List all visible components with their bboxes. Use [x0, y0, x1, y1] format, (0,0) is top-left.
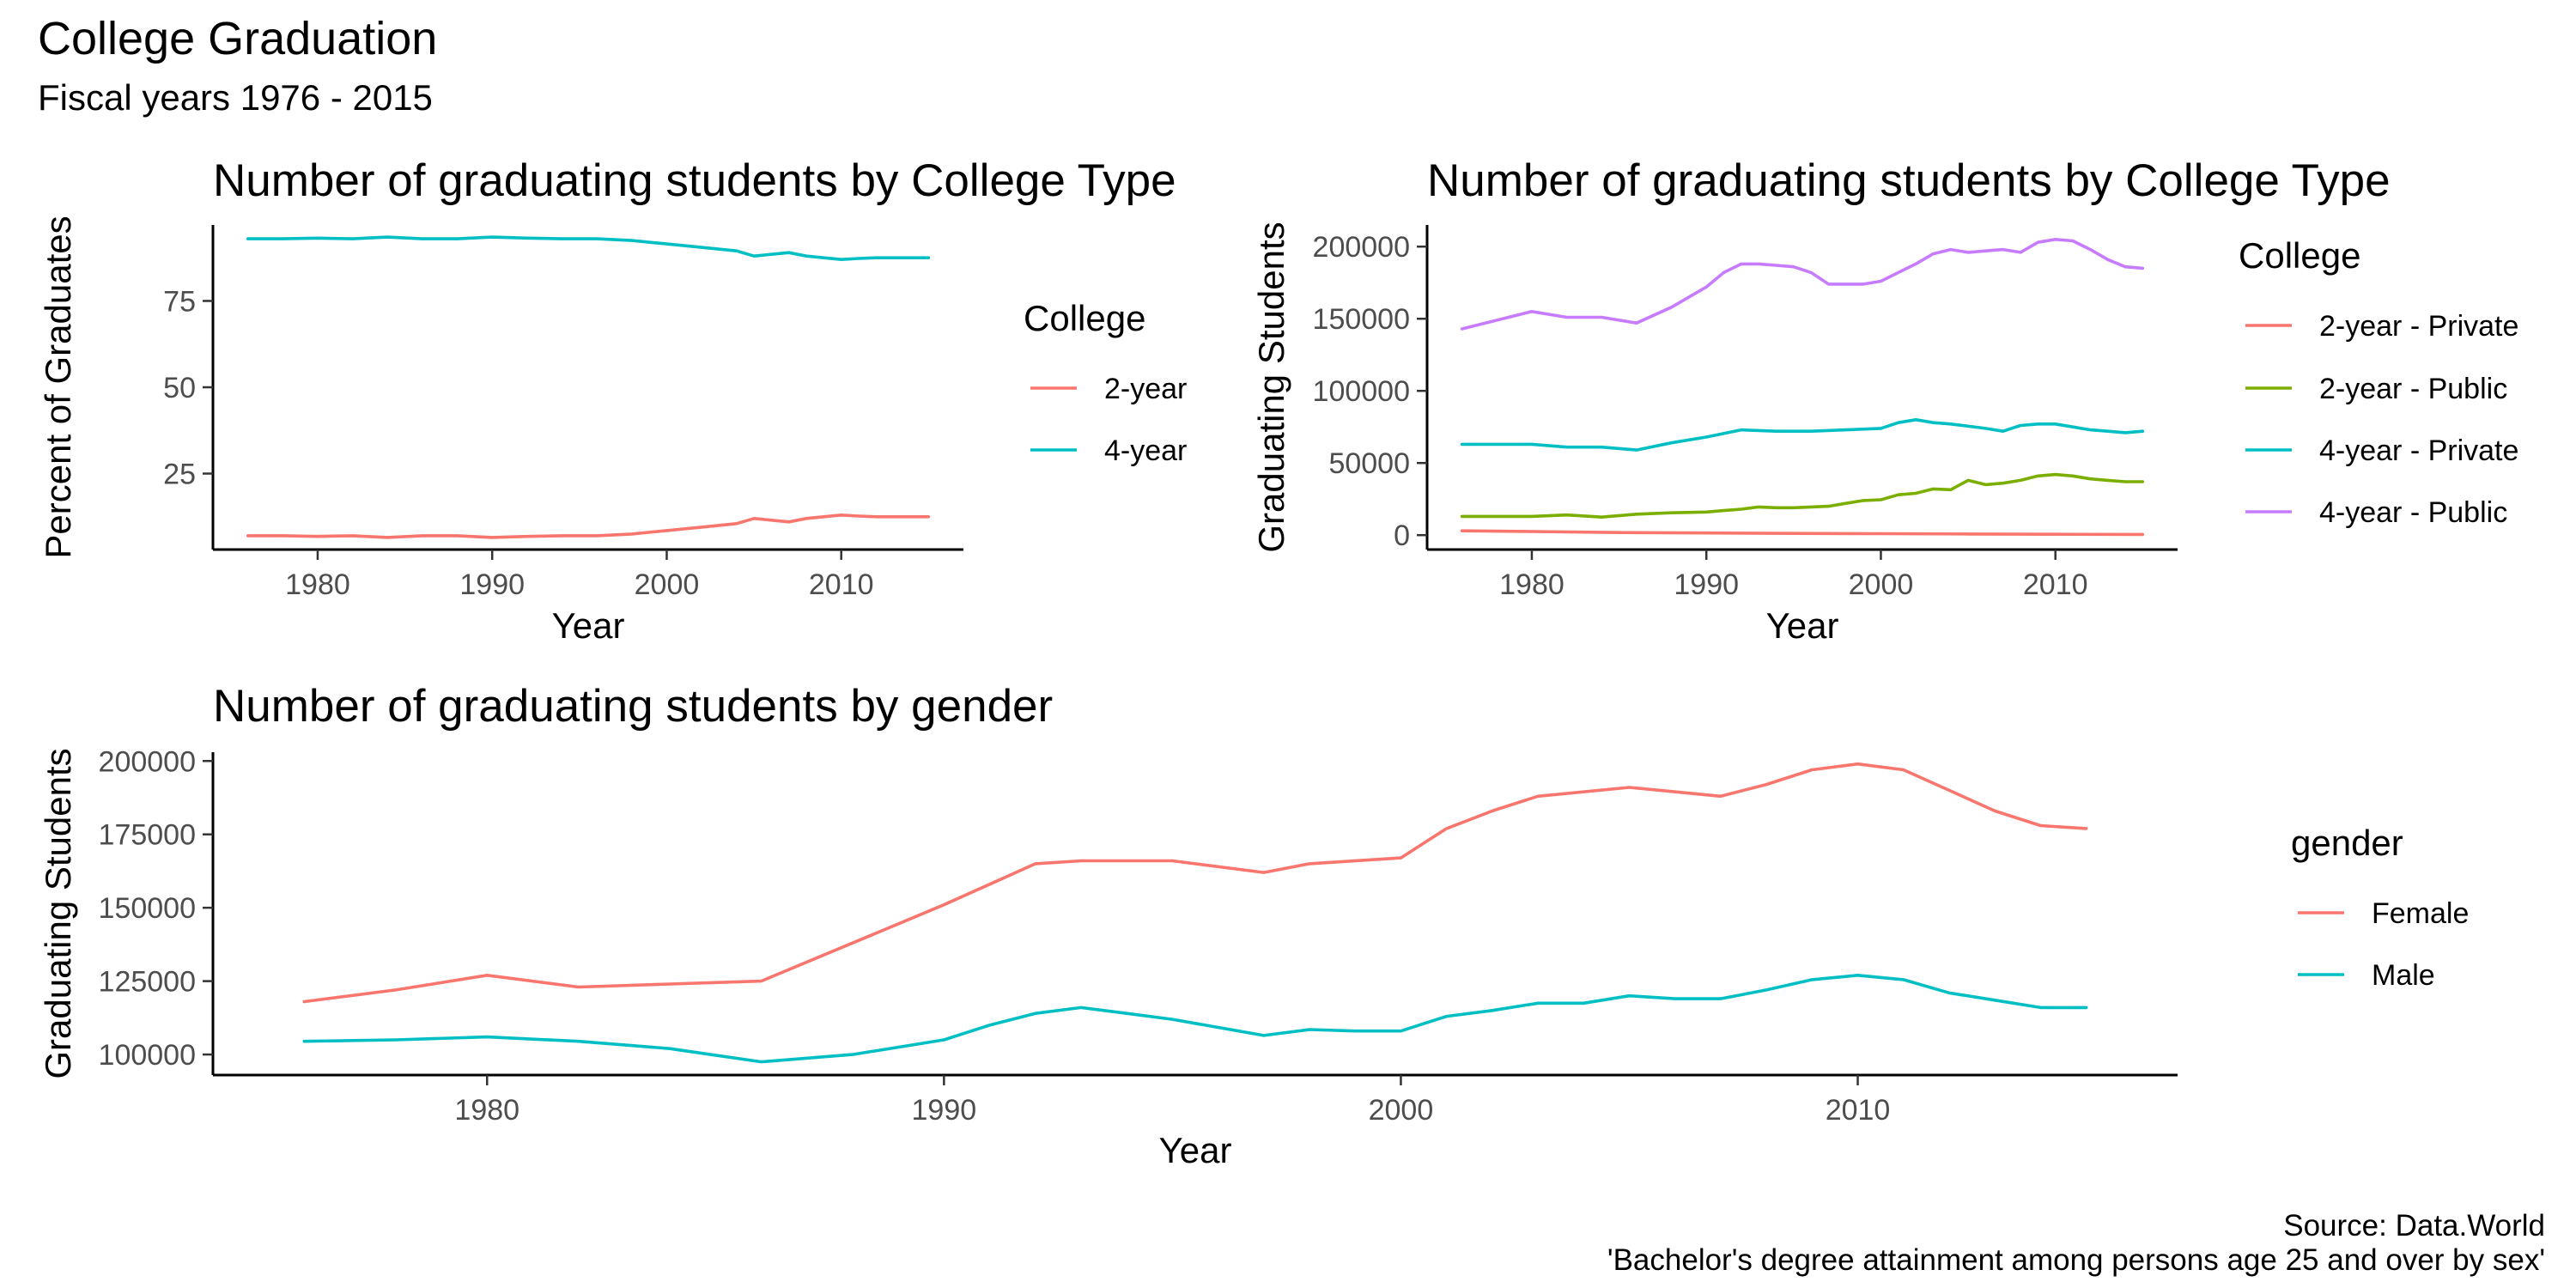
- p3-x-axis-title: Year: [1159, 1130, 1232, 1170]
- p2-y-tick-label: 0: [1394, 519, 1410, 552]
- page-subtitle: Fiscal years 1976 - 2015: [38, 77, 433, 118]
- p3-legend-label: Male: [2372, 959, 2435, 992]
- p2-legend-label: 4-year - Public: [2319, 496, 2507, 529]
- p2-x-tick-label: 2010: [2023, 568, 2088, 601]
- p1-legend-label: 2-year: [1104, 373, 1187, 405]
- p2-legend-title: College: [2239, 235, 2360, 276]
- p2-x-tick-label: 1990: [1674, 568, 1739, 601]
- p2-x-axis-title: Year: [1766, 605, 1839, 646]
- p2-legend-label: 4-year - Private: [2319, 434, 2518, 467]
- p3-y-tick-label: 175000: [99, 819, 196, 852]
- p1-legend-label: 4-year: [1104, 434, 1187, 467]
- p2-series-2-year-public: [1460, 472, 2145, 519]
- p1-y-axis-title: Percent of Graduates: [38, 216, 78, 558]
- p3-title: Number of graduating students by gender: [213, 681, 1053, 732]
- p3-x-tick-label: 1980: [454, 1094, 519, 1127]
- p1-title: Number of graduating students by College…: [213, 155, 1176, 206]
- p3-legend-title: gender: [2291, 823, 2403, 863]
- p3-y-tick-label: 125000: [99, 966, 196, 999]
- p1-x-axis-title: Year: [552, 605, 625, 646]
- p2-y-tick-label: 200000: [1313, 231, 1410, 264]
- p1-series-4-year: [246, 235, 931, 262]
- p1-y-tick-label: 75: [163, 285, 196, 318]
- p3-y-tick-label: 200000: [99, 745, 196, 778]
- p2-series-4-year-public: [1460, 237, 2145, 331]
- p2-x-tick-label: 2000: [1849, 568, 1914, 601]
- p2-x-tick-label: 1980: [1499, 568, 1564, 601]
- p3-y-tick-label: 100000: [99, 1039, 196, 1072]
- caption-source: Source: Data.World: [2283, 1209, 2545, 1242]
- p1-legend-title: College: [1024, 298, 1145, 338]
- page-title: College Graduation: [38, 13, 438, 64]
- p2-series-4-year-private: [1460, 417, 2145, 452]
- p3-x-tick-label: 2000: [1369, 1094, 1434, 1127]
- p2-y-tick-label: 50000: [1328, 447, 1410, 480]
- p3-legend-label: Female: [2372, 897, 2469, 930]
- p2-legend-label: 2-year - Public: [2319, 373, 2507, 405]
- p2-y-tick-label: 100000: [1313, 375, 1410, 408]
- p1-series-2-year: [246, 513, 931, 539]
- p1-x-tick-label: 2000: [635, 568, 700, 601]
- p3-series-female: [302, 762, 2088, 1004]
- caption-note: 'Bachelor's degree attainment among pers…: [1607, 1243, 2545, 1277]
- p3-y-axis-title: Graduating Students: [38, 748, 78, 1078]
- p2-y-axis-title: Graduating Students: [1251, 222, 1291, 552]
- p3-series-male: [302, 974, 2088, 1064]
- p2-title: Number of graduating students by College…: [1427, 155, 2391, 206]
- p1-x-tick-label: 1990: [459, 568, 525, 601]
- p1-x-tick-label: 2010: [809, 568, 874, 601]
- p1-y-tick-label: 25: [163, 459, 196, 491]
- p1-y-tick-label: 50: [163, 372, 196, 404]
- p3-x-tick-label: 2010: [1826, 1094, 1891, 1127]
- p2-y-tick-label: 150000: [1313, 303, 1410, 336]
- p3-x-tick-label: 1990: [912, 1094, 977, 1127]
- p1-x-tick-label: 1980: [285, 568, 350, 601]
- p3-y-tick-label: 150000: [99, 892, 196, 925]
- p2-legend-label: 2-year - Private: [2319, 310, 2518, 343]
- p2-series-2-year-private: [1460, 529, 2145, 537]
